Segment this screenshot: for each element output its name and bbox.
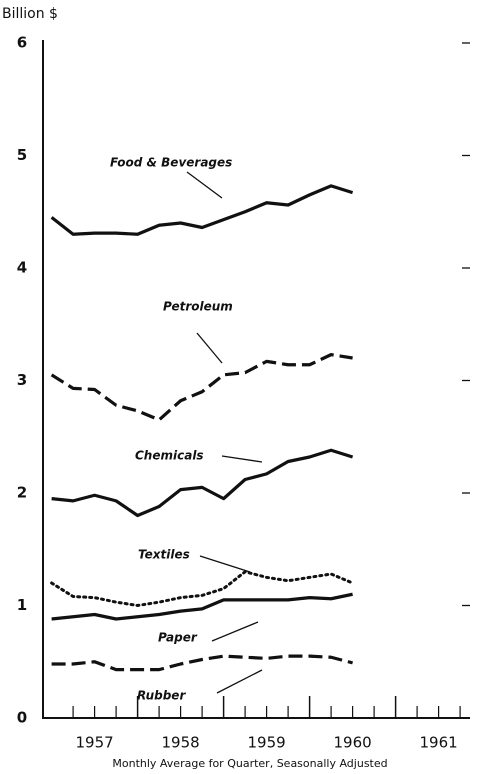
series-label: Paper [158,631,198,645]
series-label: Food & Beverages [110,156,232,170]
arrow [196,332,223,364]
series-line [50,184,354,236]
x-tick-label: 1957 [76,734,114,752]
x-axis-title: Monthly Average for Quarter, Seasonally … [112,757,387,770]
y-tick-label: 6 [17,34,27,52]
series-label: Chemicals [135,449,204,463]
x-tick-label: 1960 [334,734,372,752]
series-label: Rubber [137,689,186,703]
y-axis-title: Billion $ [2,6,58,22]
y-tick-label: 2 [17,484,27,502]
arrow [216,669,263,694]
series-line [50,570,355,607]
annotation-arrows [186,171,263,694]
arrow [211,621,259,642]
x-tick-label: 1961 [420,734,458,752]
y-tick-label: 3 [17,371,27,389]
y-tick-label: 4 [17,259,27,277]
x-tick-label: 1958 [162,734,200,752]
series-line [51,592,353,621]
arrow [186,171,223,199]
series-line [51,654,354,672]
series-line [51,448,354,518]
x-tick-label: 1959 [248,734,286,752]
y-tick-label: 0 [17,709,27,727]
arrow [221,455,263,463]
y-tick-label: 1 [17,596,27,614]
series-label: Petroleum [163,300,233,314]
series-line [50,353,353,422]
arrow [199,555,251,573]
y-tick-label: 5 [17,146,27,164]
series-label: Textiles [138,548,190,562]
